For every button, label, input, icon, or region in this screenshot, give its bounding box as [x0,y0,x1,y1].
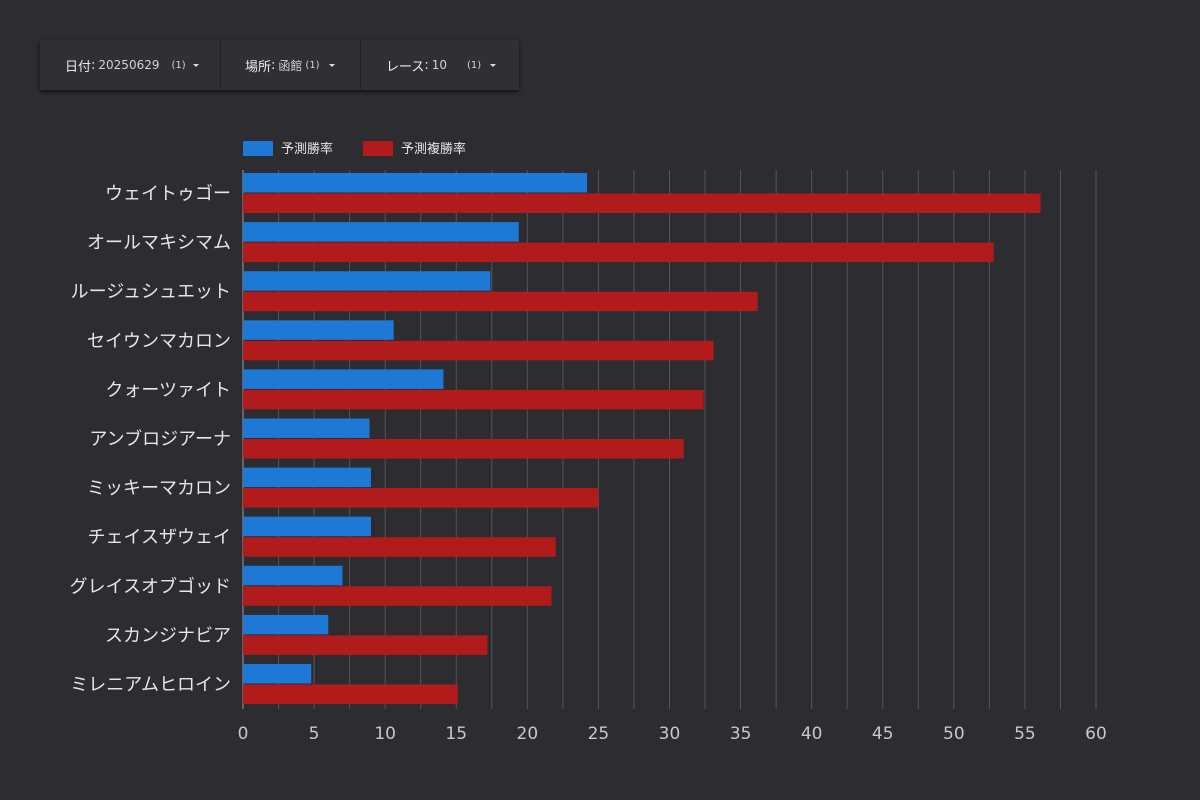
filter-venue[interactable]: 場所: 函館 (1) [220,40,360,90]
filter-venue-colon: : [271,57,276,73]
filter-date-value: 20250629 [98,58,160,72]
x-tick-label: 50 [943,724,965,744]
bar-place [243,537,556,557]
x-tick-label: 45 [872,724,894,744]
filter-race[interactable]: レース: 10 (1) [360,40,519,90]
x-tick-label: 55 [1014,724,1036,744]
filter-venue-count: (1) [305,59,320,71]
filter-race-count: (1) [467,59,482,71]
bar-place [243,439,684,459]
legend-swatch [243,141,273,156]
x-tick-label: 20 [517,724,539,744]
chevron-down-icon [328,63,335,67]
category-label: ルージュシュエット [71,282,231,303]
filter-race-colon: : [424,57,429,73]
legend-swatch [363,141,393,156]
bar-win [243,565,343,586]
bar-win [243,516,371,537]
category-label: セイウンマカロン [87,331,231,352]
filter-race-value: 10 [431,58,448,72]
filter-race-label: レース [386,59,425,75]
category-label: グレイスオブゴッド [70,575,231,597]
bar-place [243,389,704,410]
filter-bar: 日付: 20250629 (1) 場所: 函館 (1) レース: 10 (1) [40,40,519,90]
bar-win [243,418,370,438]
x-tick-label: 35 [730,724,752,744]
bar-win [243,320,394,340]
filter-date-colon: : [91,57,96,73]
chevron-down-icon [490,63,497,67]
chevron-down-icon [192,63,199,67]
legend-label: 予測複勝率 [401,141,466,157]
bar-place [243,242,994,263]
x-tick-label: 0 [238,724,249,744]
x-tick-label: 25 [588,724,610,744]
category-label: ミレニアムヒロイン [70,675,231,696]
x-tick-label: 30 [659,724,681,744]
filter-date[interactable]: 日付: 20250629 (1) [40,40,220,90]
category-label: アンブロジアーナ [89,428,231,450]
legend-label: 予測勝率 [281,141,333,157]
filter-venue-value: 函館 [278,58,303,73]
x-tick-label: 5 [309,724,320,744]
bar-place [243,586,552,606]
bar-place [243,291,758,312]
bar-win [243,664,312,684]
bar-win [243,614,329,635]
bar-place [243,684,458,704]
category-label: スカンジナビア [105,625,231,646]
bar-place [243,340,714,361]
category-label: オールマキシマム [87,233,231,254]
bar-win [243,369,444,389]
bar-win [243,173,588,193]
x-tick-label: 15 [445,724,467,744]
category-label: ミッキーマカロン [87,478,231,499]
filter-date-count: (1) [171,59,186,71]
category-label: クォーツァイト [105,380,231,401]
x-tick-label: 10 [374,724,396,744]
category-label: チェイスザウェイ [88,527,231,548]
filter-date-label: 日付 [65,59,92,75]
x-tick-label: 60 [1085,724,1107,744]
bar-win [243,222,519,242]
x-tick-label: 40 [801,724,823,744]
bar-place [243,635,488,655]
bar-win [243,271,491,291]
bar-place [243,488,599,508]
category-label: ウェイトゥゴー [105,184,231,205]
filter-venue-label: 場所 [245,59,272,75]
bar-win [243,467,371,488]
bar-place [243,193,1041,213]
